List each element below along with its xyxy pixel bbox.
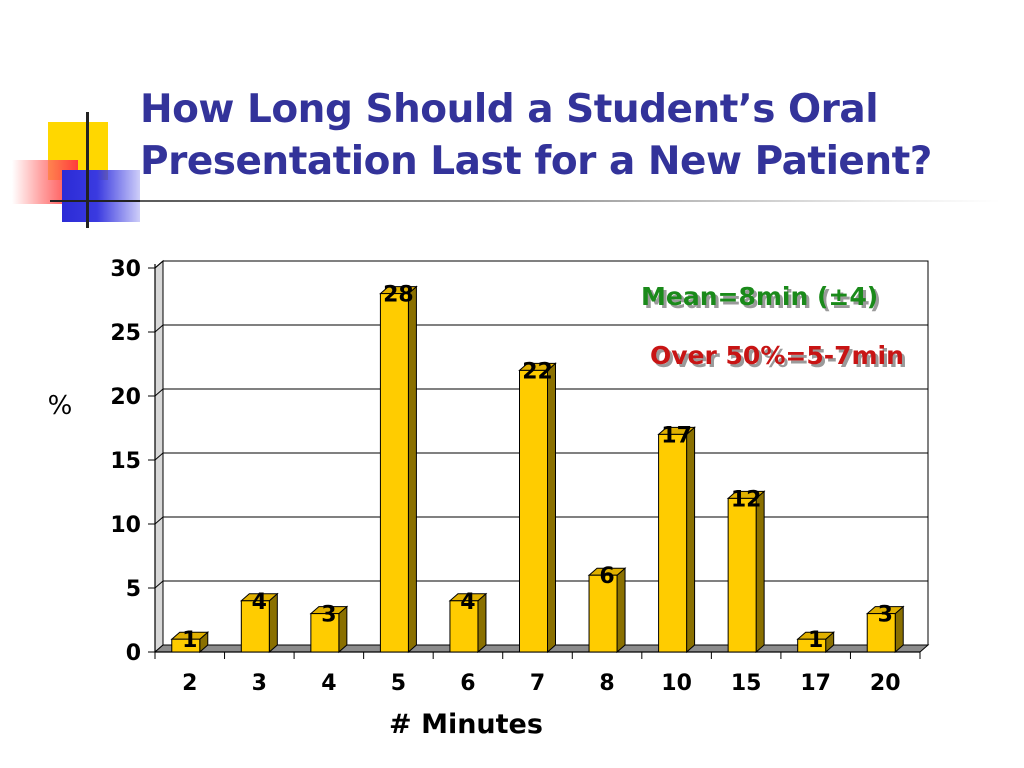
- title-underline: [140, 200, 1000, 202]
- bar-side: [755, 490, 765, 654]
- y-tick-label: 20: [110, 385, 141, 410]
- y-tick-label: 5: [126, 577, 141, 602]
- bar-value-label: 6: [599, 564, 614, 589]
- bar: [170, 631, 210, 654]
- decor-blue-square: [62, 170, 140, 222]
- x-tick-label: 15: [731, 671, 762, 696]
- bar-side: [477, 592, 487, 654]
- slide-title-line-2: Presentation Last for a New Patient?: [140, 139, 932, 184]
- bar: [796, 631, 836, 654]
- bar: [587, 567, 627, 654]
- gridline-side: [154, 452, 164, 461]
- x-tick-label: 8: [599, 671, 614, 696]
- x-tick-label: 2: [182, 671, 197, 696]
- y-tick-label: 30: [110, 257, 141, 282]
- bar-value-label: 4: [460, 590, 475, 615]
- x-tick-label: 5: [391, 671, 406, 696]
- gridline-side: [154, 580, 164, 589]
- x-tick-label: 4: [321, 671, 336, 696]
- bar-side: [547, 362, 556, 654]
- bar-side: [407, 285, 417, 654]
- bar: [379, 285, 418, 654]
- bar: [309, 605, 349, 654]
- bar-front: [797, 638, 827, 653]
- bar: [657, 426, 696, 654]
- bar-value-label: 22: [522, 359, 553, 384]
- slide-title-line-1: How Long Should a Student’s Oral: [140, 87, 879, 132]
- bar-side: [338, 605, 348, 654]
- x-tick-label: 17: [800, 671, 831, 696]
- bar: [239, 592, 279, 654]
- bar-front: [379, 293, 409, 653]
- bar-value-label: 17: [661, 423, 692, 448]
- gridline-side: [154, 324, 164, 333]
- bar: [448, 592, 488, 654]
- bar: [726, 490, 766, 654]
- bar-front: [866, 613, 896, 653]
- bar-front: [588, 574, 618, 653]
- gridline-side: [154, 516, 164, 525]
- bar-value-label: 3: [878, 603, 893, 628]
- x-tick-label: 3: [252, 671, 267, 696]
- bar: [518, 362, 557, 654]
- bar-front: [310, 613, 340, 653]
- bar-side: [268, 592, 278, 654]
- bar-front: [519, 369, 548, 653]
- y-tick-label: 15: [110, 449, 141, 474]
- mean-annotation-shadow: Mean=8min (±4): [644, 285, 881, 314]
- bar-value-label: 4: [252, 590, 267, 615]
- mean-annotation: Mean=8min (±4): [641, 282, 878, 311]
- bar-side: [894, 605, 904, 654]
- y-tick-label: 0: [126, 641, 141, 666]
- x-tick-label: 20: [870, 671, 901, 696]
- bar-value-label: 12: [731, 487, 762, 512]
- bar-value-label: 1: [182, 628, 197, 653]
- bar-value-label: 1: [808, 628, 823, 653]
- gridline-side: [154, 260, 164, 269]
- bar-value-labels: 1 4 3 28 4 22 6 17 12 1 3: [182, 283, 893, 654]
- y-tick-label: 25: [110, 321, 141, 346]
- slide-title: How Long Should a Student’s Oral Present…: [140, 84, 1010, 188]
- bar: [865, 605, 905, 654]
- bar-front: [727, 497, 757, 653]
- y-tick-label: 10: [110, 513, 141, 538]
- gridline-side: [154, 388, 164, 397]
- bar-front: [658, 433, 688, 653]
- median-range-annotation-shadow: Over 50%=5-7min: [653, 344, 907, 373]
- decor-vertical-line: [86, 112, 89, 228]
- x-axis-ticks: 2 3 4 5 6 7 8 10 15 17 20: [154, 652, 921, 696]
- chart-bars: [170, 285, 905, 654]
- x-tick-label: 10: [661, 671, 692, 696]
- x-axis-label: # Minutes: [389, 709, 543, 740]
- bar-side: [616, 567, 626, 654]
- y-axis-ticks: 0 5 10 15 20 25 30: [110, 257, 155, 666]
- bar-front: [171, 638, 201, 653]
- bar-front: [240, 600, 270, 653]
- y-axis-label: %: [48, 391, 73, 421]
- decor-horizontal-line: [50, 200, 144, 202]
- bar-value-label: 28: [383, 283, 414, 308]
- x-tick-label: 7: [530, 671, 545, 696]
- bar-front: [449, 600, 479, 653]
- median-range-annotation: Over 50%=5-7min: [650, 341, 904, 370]
- x-tick-label: 6: [460, 671, 475, 696]
- bar-value-label: 3: [321, 603, 336, 628]
- bar-side: [686, 426, 696, 654]
